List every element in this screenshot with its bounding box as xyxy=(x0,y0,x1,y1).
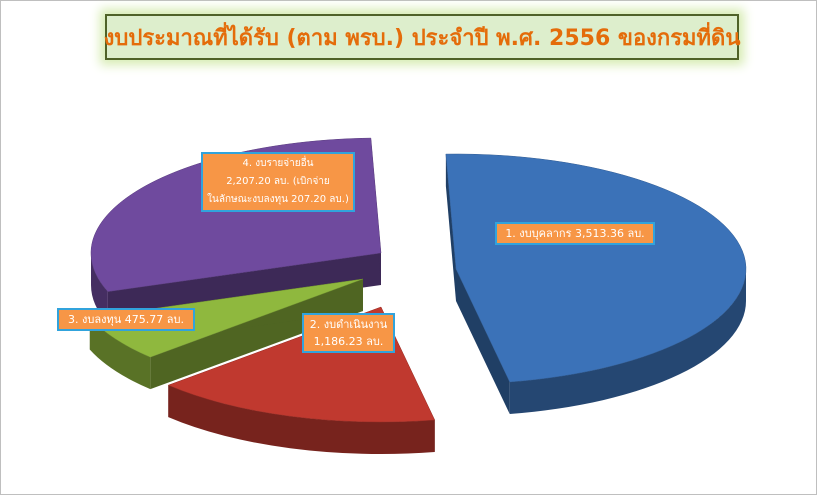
slice-label-line: ในลักษณะงบลงทุน 207.20 ลบ.) xyxy=(207,194,349,205)
slice-label-line: 3. งบลงทุน 475.77 ลบ. xyxy=(68,313,184,326)
chart-title: งบประมาณที่ได้รับ (ตาม พรบ.) ประจำปี พ.ศ… xyxy=(103,25,741,51)
slice-label-line: 1. งบบุคลากร 3,513.36 ลบ. xyxy=(505,227,645,240)
slice-label-line: 2. งบดำเนินงาน xyxy=(309,318,388,331)
slice-label-line: 2,207.20 ลบ. (เบิกจ่าย xyxy=(226,176,330,187)
slice-label-personnel: 1. งบบุคลากร 3,513.36 ลบ. xyxy=(495,222,655,245)
slice-label-operating: 2. งบดำเนินงาน 1,186.23 ลบ. xyxy=(302,313,395,353)
slice-investment xyxy=(89,278,364,390)
chart-title-box: งบประมาณที่ได้รับ (ตาม พรบ.) ประจำปี พ.ศ… xyxy=(103,14,741,60)
slice-label-line: 4. งบรายจ่ายอื่น xyxy=(242,158,314,169)
slice-label-investment: 3. งบลงทุน 475.77 ลบ. xyxy=(57,308,195,331)
slice-personnel xyxy=(445,153,747,415)
slice-label-line: 1,186.23 ลบ. xyxy=(313,335,384,348)
slice-label-other: 4. งบรายจ่ายอื่น 2,207.20 ลบ. (เบิกจ่าย … xyxy=(201,152,355,212)
